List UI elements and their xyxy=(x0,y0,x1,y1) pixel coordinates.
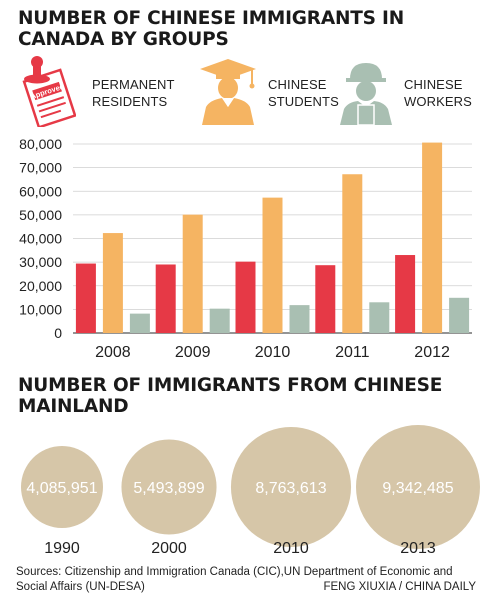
bar-chinese-workers-2011 xyxy=(369,302,390,333)
bubble-value-label: 8,763,613 xyxy=(255,480,326,497)
bubble-1990 xyxy=(20,445,104,529)
bar-chinese-students-2008 xyxy=(102,233,123,333)
bar-chinese-students-2011 xyxy=(342,174,363,333)
y-tick-label: 30,000 xyxy=(19,254,62,270)
y-tick-label: 80,000 xyxy=(19,136,62,152)
sources-text: Sources: Citizenship and Immigration Can… xyxy=(16,566,453,593)
bar-chinese-workers-2009 xyxy=(209,308,230,333)
approved-stamp-icon: Approved xyxy=(22,56,76,127)
legend-label-permanent-residents: PERMANENT RESIDENTS xyxy=(92,77,175,109)
x-tick-label: 2009 xyxy=(175,344,211,361)
bar-chinese-students-2009 xyxy=(182,214,203,333)
bar-permanent-residents-2010 xyxy=(235,261,256,333)
y-tick-label: 70,000 xyxy=(19,160,62,176)
bubble-value-label: 5,493,899 xyxy=(133,480,204,497)
bubble-year-label: 1990 xyxy=(44,540,80,557)
bar-chinese-workers-2010 xyxy=(289,305,310,333)
bubble-year-label: 2010 xyxy=(273,540,309,557)
x-tick-label: 2011 xyxy=(335,344,370,361)
bubble-2000 xyxy=(121,439,217,535)
bar-chart: 0 10,000 20,000 30,000 40,000 50,000 60,000 70,… xyxy=(19,136,472,361)
bubble-value-label: 4,085,951 xyxy=(26,480,97,497)
graduate-icon xyxy=(200,59,256,125)
legend-label-chinese-workers: CHINESE WORKERS xyxy=(404,77,472,109)
bubble-chart: 4,085,951 1990 5,493,899 2000 8,763,613 2010 9… xyxy=(20,425,480,557)
x-tick-label: 2012 xyxy=(414,344,450,361)
y-tick-label: 0 xyxy=(54,325,62,341)
bar-chinese-students-2012 xyxy=(422,142,443,333)
bar-permanent-residents-2009 xyxy=(155,264,176,333)
bar-chinese-workers-2008 xyxy=(129,313,150,333)
bubble-2013 xyxy=(356,425,480,549)
bar-permanent-residents-2008 xyxy=(75,263,96,333)
chart-title: NUMBER OF CHINESE IMMIGRANTS IN CANADA B… xyxy=(18,8,404,50)
bubble-year-label: 2013 xyxy=(400,540,436,557)
bubble-year-label: 2000 xyxy=(151,540,187,557)
bubble-2010 xyxy=(230,426,352,548)
y-tick-label: 20,000 xyxy=(19,278,62,294)
bar-chinese-students-2010 xyxy=(262,197,283,333)
x-tick-label: 2010 xyxy=(255,344,291,361)
y-tick-label: 40,000 xyxy=(19,231,62,247)
y-tick-label: 60,000 xyxy=(19,183,62,199)
y-tick-label: 10,000 xyxy=(19,301,62,317)
second-chart-title: NUMBER OF IMMIGRANTS FROM CHINESE MAINLA… xyxy=(18,375,443,417)
bar-permanent-residents-2011 xyxy=(315,265,336,333)
bar-chinese-workers-2012 xyxy=(449,297,470,333)
x-tick-label: 2008 xyxy=(95,344,131,361)
y-tick-label: 50,000 xyxy=(19,207,62,223)
credit-text: FENG XIUXIA / CHINA DAILY xyxy=(323,581,476,593)
legend-label-chinese-students: CHINESE STUDENTS xyxy=(268,77,339,109)
worker-helmet-icon xyxy=(340,63,392,126)
bubble-value-label: 9,342,485 xyxy=(382,480,453,497)
bar-permanent-residents-2012 xyxy=(395,255,416,333)
